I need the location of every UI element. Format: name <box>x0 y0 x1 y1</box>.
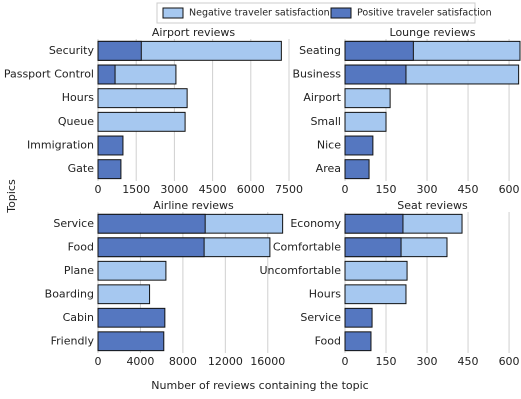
x-tick-label: 450 <box>458 183 479 196</box>
legend-label: Positive traveler satisfaction <box>357 8 492 19</box>
x-tick-label: 0 <box>342 183 349 196</box>
bar <box>97 40 142 61</box>
x-tick-label: 1500 <box>122 183 150 196</box>
y-tick-label: Security <box>49 44 95 57</box>
panel-title: Seat reviews <box>397 199 468 212</box>
x-tick-label: 16000 <box>250 355 285 368</box>
y-tick-label: Economy <box>290 217 341 230</box>
bar <box>97 307 166 328</box>
y-tick-label: Food <box>68 240 94 253</box>
bar <box>97 284 151 305</box>
y-tick-label: Business <box>292 68 341 81</box>
x-axis-label: Number of reviews containing the topic <box>151 379 368 392</box>
y-tick-label: Gate <box>68 162 95 175</box>
x-tick-label: 0 <box>342 355 349 368</box>
y-tick-label: Boarding <box>45 287 94 300</box>
bar <box>344 260 408 281</box>
bar <box>97 159 122 180</box>
bar <box>97 213 206 234</box>
x-tick-label: 600 <box>499 355 520 368</box>
y-tick-label: Uncomfortable <box>259 264 341 277</box>
legend-label: Negative traveler satisfaction <box>189 8 330 19</box>
y-tick-label: Passport Control <box>4 68 94 81</box>
bar <box>344 135 374 156</box>
x-tick-label: 0 <box>95 355 102 368</box>
bar <box>344 64 407 85</box>
bar <box>97 135 124 156</box>
x-tick-label: 12000 <box>208 355 243 368</box>
y-axis-label: Topics <box>5 179 18 214</box>
bar <box>344 237 402 258</box>
y-tick-label: Hours <box>62 91 94 104</box>
x-tick-label: 150 <box>376 183 397 196</box>
bar <box>97 331 165 352</box>
bar <box>344 111 387 132</box>
y-tick-label: Cabin <box>63 311 94 324</box>
y-tick-label: Immigration <box>27 139 94 152</box>
bar <box>344 40 414 61</box>
y-tick-label: Service <box>53 217 94 230</box>
y-tick-label: Friendly <box>51 334 95 347</box>
bar <box>97 88 188 109</box>
panel-title: Airport reviews <box>152 26 236 39</box>
y-tick-label: Airport <box>303 91 341 104</box>
x-tick-label: 4000 <box>126 355 154 368</box>
bar <box>344 307 373 328</box>
bar <box>97 64 116 85</box>
y-tick-label: Plane <box>64 264 94 277</box>
y-tick-label: Service <box>300 311 341 324</box>
bar <box>97 260 167 281</box>
y-tick-label: Hours <box>309 287 341 300</box>
x-tick-label: 0 <box>95 183 102 196</box>
legend-box <box>156 2 476 24</box>
y-tick-label: Food <box>315 334 341 347</box>
x-tick-label: 8000 <box>169 355 197 368</box>
bar <box>344 331 372 352</box>
x-tick-label: 300 <box>417 183 438 196</box>
bar <box>344 213 404 234</box>
y-tick-label: Nice <box>317 139 341 152</box>
y-tick-label: Comfortable <box>273 240 341 253</box>
bar <box>344 159 370 180</box>
bar <box>97 111 186 132</box>
panel-title: Lounge reviews <box>390 26 476 39</box>
legend-swatch <box>330 7 352 19</box>
x-tick-label: 450 <box>458 355 479 368</box>
x-tick-label: 6000 <box>237 183 265 196</box>
bar <box>97 237 205 258</box>
bar <box>344 88 391 109</box>
y-tick-label: Area <box>316 162 341 175</box>
bar <box>344 284 407 305</box>
x-tick-label: 600 <box>499 183 520 196</box>
legend-swatch <box>162 7 184 19</box>
y-tick-label: Small <box>310 115 341 128</box>
x-tick-label: 3000 <box>160 183 188 196</box>
x-tick-label: 300 <box>417 355 438 368</box>
x-tick-label: 7500 <box>275 183 303 196</box>
y-tick-label: Queue <box>58 115 94 128</box>
panel-title: Airline reviews <box>153 199 234 212</box>
y-tick-label: Seating <box>299 44 341 57</box>
x-tick-label: 4500 <box>199 183 227 196</box>
x-tick-label: 150 <box>376 355 397 368</box>
